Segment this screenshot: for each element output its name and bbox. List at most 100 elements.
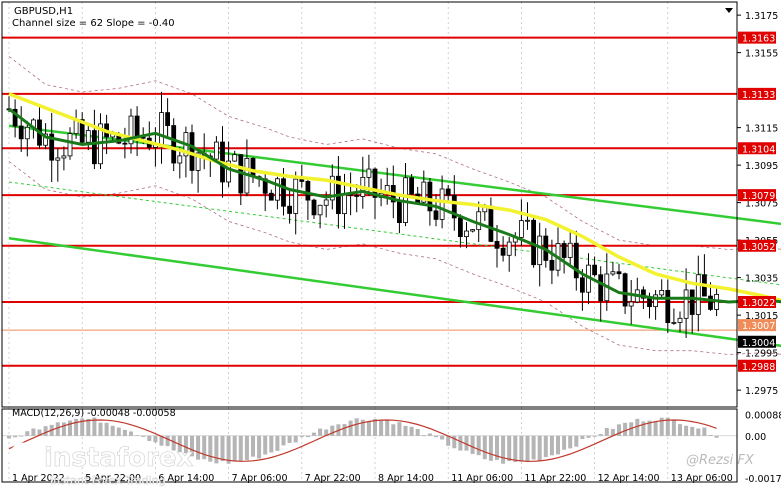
candle-body (317, 204, 323, 216)
macd-bar (488, 435, 493, 461)
level-price-label: 1.3133 (742, 90, 775, 101)
macd-bar (659, 417, 664, 436)
candle-body (470, 229, 476, 232)
macd-bar (110, 425, 115, 436)
current-price-tag (738, 335, 776, 348)
macd-bar (263, 435, 268, 455)
candle-body (67, 133, 73, 157)
candle-body (641, 289, 646, 299)
candle-body (189, 132, 195, 171)
candle-body (226, 160, 232, 183)
macd-bar (135, 435, 140, 436)
macd-bar (13, 435, 18, 438)
macd-bar (165, 435, 170, 447)
x-tick-label: 11 Apr 22:00 (524, 473, 586, 484)
macd-bar (635, 418, 640, 436)
y-tick-label: 1.3155 (745, 49, 778, 60)
candle-body (396, 201, 402, 224)
macd-bar (696, 428, 701, 436)
macd-bar (208, 435, 213, 462)
macd-bar (37, 429, 42, 436)
macd-bar (232, 435, 237, 462)
x-tick-label: 1 Apr 2022 (12, 473, 65, 484)
candle-body (305, 181, 311, 201)
scroll-arrow-icon[interactable] (725, 8, 733, 13)
candle-body (232, 154, 238, 162)
macd-bar (513, 435, 518, 463)
envelope-upper-line (8, 56, 781, 250)
macd-bar (55, 422, 60, 436)
candle-body (708, 295, 713, 310)
macd-bar (684, 425, 689, 436)
macd-bar (714, 435, 719, 438)
macd-bar (141, 435, 146, 437)
y-tick-label: 1.3015 (745, 311, 778, 322)
macd-bar (580, 435, 585, 440)
y-tick-label: 1.3115 (745, 124, 778, 135)
logo-tagline: Instant Forex Trading (50, 474, 166, 487)
x-tick-label: 7 Apr 06:00 (232, 473, 288, 484)
macd-bar (312, 432, 316, 436)
candle-body (43, 133, 48, 146)
macd-bar (61, 422, 66, 436)
macd-bar (373, 418, 377, 436)
macd-bar (220, 435, 225, 462)
candle-body (366, 168, 372, 178)
candle-body (506, 241, 512, 256)
macd-bar (458, 435, 463, 451)
candle-body (500, 247, 506, 256)
candle-body (464, 230, 469, 238)
macd-bar (251, 435, 255, 457)
macd-bar (269, 435, 274, 453)
macd-bar (421, 434, 426, 436)
macd-bar (238, 435, 243, 462)
level-price-tag (738, 189, 776, 202)
candle-body (165, 112, 171, 126)
candle-body (653, 294, 658, 308)
logo-ring-icon (8, 442, 40, 474)
macd-bar (641, 421, 646, 436)
channel-mid-line (8, 181, 781, 286)
candle-body (171, 125, 177, 164)
symbol-label: GBPUSD,H1 (14, 6, 73, 17)
candle-body (421, 181, 427, 203)
candle-body (342, 193, 347, 215)
macd-bar (397, 422, 402, 436)
candle-body (610, 271, 616, 275)
candle-body (689, 289, 695, 315)
macd-bar (617, 424, 621, 436)
candle-body (439, 188, 445, 220)
level-price-tag (738, 239, 776, 252)
support-resistance-levels (2, 36, 737, 367)
y-tick-label: 1.3095 (745, 161, 778, 172)
macd-bar (74, 418, 79, 436)
macd-bar (623, 422, 628, 436)
current-price-tag (738, 319, 776, 332)
level-price-tag (738, 359, 776, 372)
macd-bar (244, 435, 249, 461)
macd-bar (318, 428, 323, 436)
macd-bar (537, 435, 542, 461)
candle-body (695, 274, 701, 315)
candle-body (12, 108, 18, 127)
macd-bar (183, 435, 188, 454)
macd-bar (281, 435, 286, 446)
macd-bar (214, 435, 219, 464)
x-tick-label: 5 Apr 22:00 (85, 473, 141, 484)
candle-body (354, 194, 360, 197)
macd-bar (43, 426, 48, 436)
macd-bar (31, 428, 36, 436)
macd-bar (568, 435, 573, 449)
macd-bar (507, 435, 512, 462)
macd-histogram (2, 417, 737, 464)
candle-body (567, 242, 573, 258)
macd-bar (366, 421, 371, 436)
candle-body (677, 317, 683, 323)
candle-body (134, 115, 140, 138)
macd-bar (525, 435, 530, 463)
candle-body (598, 274, 604, 302)
macd-bar (671, 419, 676, 436)
macd-bar (427, 433, 432, 436)
macd-bar (293, 435, 298, 443)
